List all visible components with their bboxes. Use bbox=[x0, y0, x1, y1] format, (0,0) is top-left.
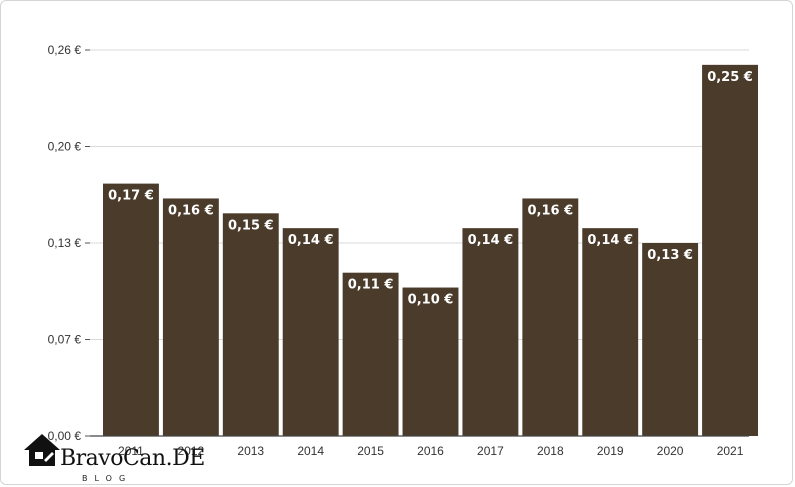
data-label: 0,13 € bbox=[647, 248, 693, 263]
x-tick-label: 2016 bbox=[417, 444, 444, 458]
data-label: 0,14 € bbox=[288, 233, 334, 248]
bar bbox=[342, 272, 399, 436]
x-tick-label: 2015 bbox=[357, 444, 384, 458]
x-tick-label: 2011 bbox=[118, 444, 144, 458]
watermark-logo: BravoCan.DE BLOG bbox=[22, 428, 222, 486]
x-tick-label: 2017 bbox=[477, 444, 504, 458]
x-tick-label: 2014 bbox=[297, 444, 324, 458]
x-tick-label: 2012 bbox=[178, 444, 205, 458]
data-label: 0,25 € bbox=[707, 70, 753, 85]
x-tick-label: 2021 bbox=[717, 444, 744, 458]
data-label: 0,14 € bbox=[468, 233, 514, 248]
bars: 0,17 € 0,16 € 0,15 € 0,14 € 0,11 € 0,10 € 0,14… bbox=[103, 64, 758, 436]
watermark-subtitle: BLOG bbox=[82, 474, 133, 483]
x-tick-label: 2019 bbox=[597, 444, 624, 458]
bar bbox=[402, 287, 459, 436]
y-tick-label: 0,26 € bbox=[48, 43, 82, 57]
bar bbox=[582, 228, 639, 436]
data-label: 0,14 € bbox=[587, 233, 633, 248]
bar bbox=[642, 243, 699, 436]
y-tick-label: 0,13 € bbox=[48, 236, 82, 250]
bar bbox=[162, 198, 219, 436]
bar bbox=[282, 228, 339, 436]
data-label: 0,16 € bbox=[168, 203, 214, 218]
bar bbox=[522, 198, 579, 436]
x-axis: 2011 2012 2013 2014 2015 2016 2017 2018 2019 2020… bbox=[90, 435, 749, 458]
bar bbox=[222, 213, 279, 436]
watermark-name: BravoCan.DE bbox=[60, 446, 205, 471]
house-logo-icon bbox=[24, 434, 60, 466]
x-tick-label: 2013 bbox=[237, 444, 264, 458]
bar bbox=[702, 64, 758, 436]
bar bbox=[462, 228, 519, 436]
data-label: 0,10 € bbox=[408, 293, 454, 308]
x-tick-label: 2018 bbox=[537, 444, 564, 458]
y-tick-label: 0,07 € bbox=[48, 333, 82, 347]
y-tick-label: 0,00 € bbox=[48, 429, 82, 443]
data-label: 0,16 € bbox=[527, 203, 573, 218]
data-label: 0,17 € bbox=[108, 189, 154, 204]
x-tick-label: 2020 bbox=[657, 444, 684, 458]
y-axis: 0,00 € 0,07 € 0,13 € 0,20 € 0,26 € bbox=[48, 43, 90, 443]
data-label: 0,11 € bbox=[348, 278, 394, 293]
bar bbox=[103, 183, 159, 436]
data-label: 0,15 € bbox=[228, 218, 274, 233]
y-tick-label: 0,20 € bbox=[48, 140, 82, 154]
